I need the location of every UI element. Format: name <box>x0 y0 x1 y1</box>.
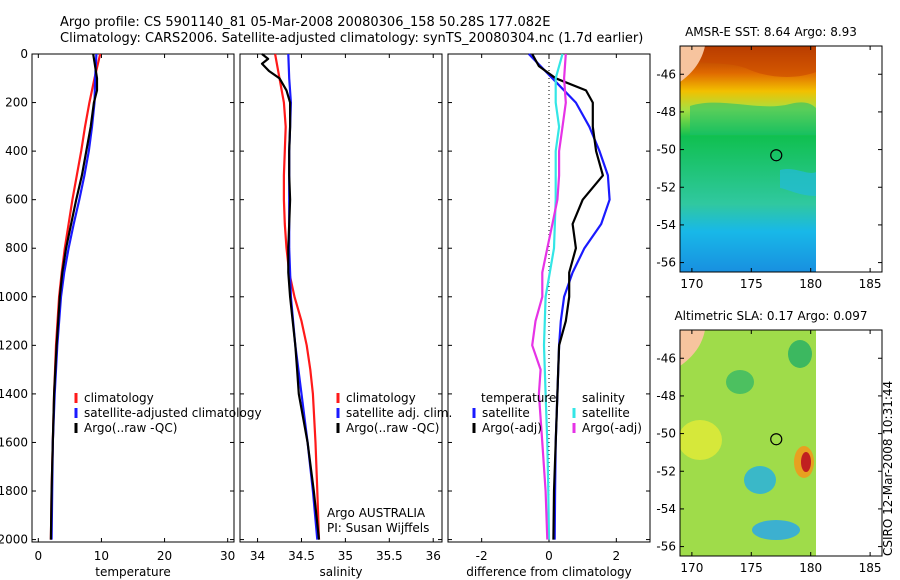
x-tick-label: 34 <box>250 549 265 563</box>
legend-title: salinity <box>582 391 625 405</box>
x-axis-label: difference from climatology <box>466 565 632 579</box>
x-tick-label: 10 <box>94 549 109 563</box>
credit-label: CSIRO 12-Mar-2008 10:31:44 <box>881 381 895 556</box>
y-tick-label: -50 <box>656 427 676 441</box>
y-tick-label: -54 <box>656 502 676 516</box>
sla-land <box>680 330 705 366</box>
y-tick-label: 1400 <box>0 387 28 401</box>
y-tick-label: 1800 <box>0 484 28 498</box>
sst-warm-patch <box>680 46 816 77</box>
x-tick-label: 2 <box>613 549 621 563</box>
y-tick-label: 600 <box>5 193 28 207</box>
x-tick-label: 180 <box>799 561 822 575</box>
temperature-panel: 0 200 400 600 800 1000 1200 1400 1600 1800 2000 0 10… <box>0 47 262 579</box>
plot-frame <box>239 53 443 543</box>
series-line <box>260 53 321 540</box>
x-tick-label: 0 <box>34 549 42 563</box>
x-tick-label: 35.5 <box>376 549 403 563</box>
y-tick-label: 1000 <box>0 290 28 304</box>
legend-label: satellite <box>482 406 530 420</box>
y-tick-label: -46 <box>656 67 676 81</box>
legend-label: Argo(..raw -QC) <box>346 421 439 435</box>
series-line <box>287 53 319 540</box>
legend-label: satellite-adjusted climatology <box>84 406 262 420</box>
x-tick-label: 35 <box>338 549 353 563</box>
x-tick-label: 180 <box>799 277 822 291</box>
y-tick-label: 200 <box>5 96 28 110</box>
series-line <box>531 53 567 540</box>
y-tick-label: -56 <box>656 256 676 270</box>
x-axis-label: salinity <box>319 565 362 579</box>
sla-blob <box>752 520 800 540</box>
figure-subtitle: Climatology: CARS2006. Satellite-adjuste… <box>60 31 643 46</box>
series-line <box>542 53 564 540</box>
sla-blob <box>726 370 754 394</box>
plot-frame <box>31 53 235 543</box>
x-tick-label: 20 <box>157 549 172 563</box>
x-axis-label: temperature <box>95 565 170 579</box>
y-tick-label: -56 <box>656 540 676 554</box>
argo-position-marker <box>770 149 783 162</box>
y-tick-label: -46 <box>656 351 676 365</box>
x-tick-label: 185 <box>859 277 882 291</box>
salinity-panel: 34 34.5 35 35.5 36 salinity climatologysatelli… <box>239 53 452 579</box>
legend-title: temperature <box>481 391 556 405</box>
y-tick-label: -52 <box>656 464 676 478</box>
annotation-line: PI: Susan Wijffels <box>327 521 429 535</box>
y-tick-label: -48 <box>656 389 676 403</box>
x-tick-label: 30 <box>220 549 235 563</box>
figure-title: Argo profile: CS 5901140_81 05-Mar-2008 … <box>60 15 550 30</box>
x-tick-label: 185 <box>859 561 882 575</box>
x-tick-label: -2 <box>476 549 488 563</box>
x-tick-label: 34.5 <box>288 549 315 563</box>
legend-label: satellite adj. clim. <box>346 406 452 420</box>
y-tick-label: -52 <box>656 180 676 194</box>
x-tick-label: 175 <box>740 561 763 575</box>
series-line <box>49 53 99 540</box>
y-tick-label: 2000 <box>0 533 28 547</box>
sst-map: AMSR-E SST: 8.64 Argo: 8.93 170 175 180 185 -… <box>656 25 883 291</box>
y-tick-label: 400 <box>5 144 28 158</box>
y-tick-label: 800 <box>5 241 28 255</box>
legend-label: satellite <box>582 406 630 420</box>
sla-map: Altimetric SLA: 0.17 Argo: 0.097 170 175 18… <box>656 309 883 575</box>
sla-blob <box>801 452 811 472</box>
argo-position-marker <box>770 433 783 446</box>
map-frame <box>679 329 883 557</box>
legend-label: climatology <box>346 391 416 405</box>
annotation-line: Argo AUSTRALIA <box>327 506 426 520</box>
map-frame <box>679 45 883 273</box>
x-tick-label: 175 <box>740 277 763 291</box>
legend-label: climatology <box>84 391 154 405</box>
series-line <box>274 53 321 540</box>
legend-label: Argo(..raw -QC) <box>84 421 177 435</box>
y-tick-label: 1600 <box>0 435 28 449</box>
sst-field <box>680 46 816 272</box>
series-line <box>531 53 605 540</box>
y-tick-label: -48 <box>656 105 676 119</box>
map-title: AMSR-E SST: 8.64 Argo: 8.93 <box>685 25 857 39</box>
y-tick-label: 0 <box>20 47 28 61</box>
map-title: Altimetric SLA: 0.17 Argo: 0.097 <box>674 309 867 323</box>
y-tick-label: -54 <box>656 218 676 232</box>
difference-panel: -2 0 2 difference from climatology temperatu… <box>447 53 651 579</box>
y-tick-label: -50 <box>656 143 676 157</box>
x-tick-label: 36 <box>426 549 441 563</box>
sla-blob <box>680 420 722 460</box>
sst-cool-patch <box>780 169 816 196</box>
x-tick-label: 0 <box>545 549 553 563</box>
sla-blob <box>788 340 812 368</box>
legend-label: Argo(-adj) <box>482 421 542 435</box>
sst-land <box>680 46 705 82</box>
x-tick-label: 170 <box>680 277 703 291</box>
legend-label: Argo(-adj) <box>582 421 642 435</box>
sst-green-patch <box>690 102 816 135</box>
sla-blob <box>744 466 776 494</box>
y-tick-label: 1200 <box>0 338 28 352</box>
x-tick-label: 170 <box>680 561 703 575</box>
